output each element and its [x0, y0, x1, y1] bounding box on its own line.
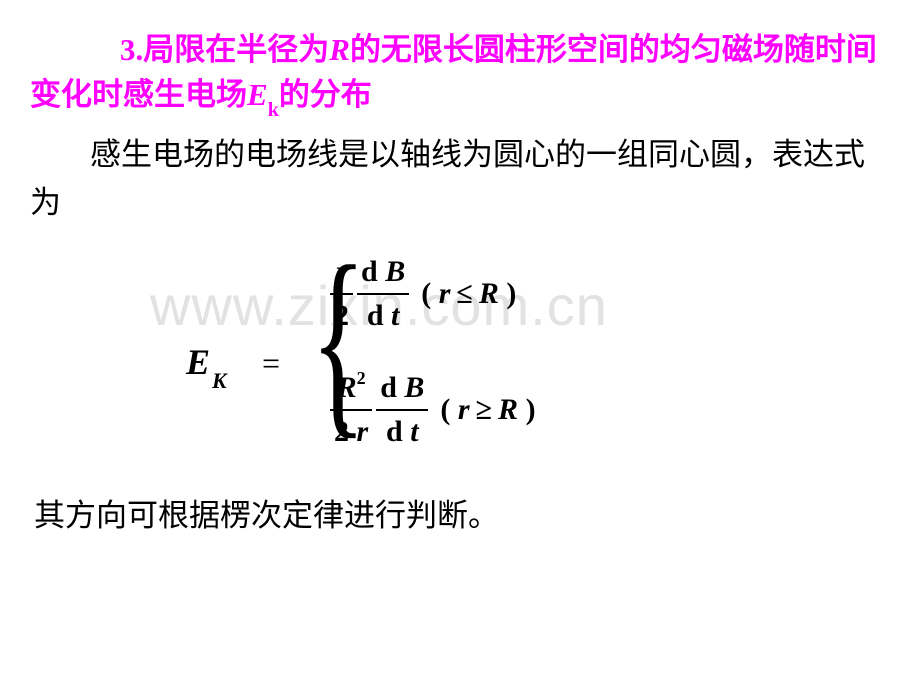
frac-R2-over-2r: R2 2 r [330, 369, 372, 450]
heading-text-3: 的分布 [279, 77, 372, 112]
condition-2: ( r≥R ) [440, 393, 535, 427]
frac-dB-dt-2: d B d t [376, 369, 428, 450]
heading-var-E: E [247, 77, 268, 112]
conclusion-text: 其方向可根据楞次定律进行判断。 [30, 493, 890, 540]
heading-number: 3. [120, 32, 143, 67]
intro-text: 感生电场的电场线是以轴线为圆心的一组同心圆，表达式为 [30, 131, 890, 227]
condition-1: ( r≤R ) [421, 277, 516, 311]
heading-sub-k: k [268, 99, 279, 121]
formula-case-2: R2 2 r d B d t ( r≥R ) [330, 369, 536, 450]
heading-var-R: R [329, 32, 350, 67]
formula-lhs: EK [186, 341, 225, 388]
formula-block: www.zixin.com.cn EK = { r 2 d B d t ( r≤… [30, 241, 890, 481]
page-content: 3.局限在半径为R的无限长圆柱形空间的均匀磁场随时间变化时感生电场Ek的分布 感… [0, 0, 920, 540]
frac-r-over-2: r 2 [330, 253, 353, 334]
formula-case-1: r 2 d B d t ( r≤R ) [330, 253, 516, 334]
equals-sign: = [262, 345, 280, 382]
heading-text-1: 局限在半径为 [143, 32, 329, 67]
section-heading: 3.局限在半径为R的无限长圆柱形空间的均匀磁场随时间变化时感生电场Ek的分布 [30, 28, 890, 121]
frac-dB-dt-1: d B d t [357, 253, 409, 334]
